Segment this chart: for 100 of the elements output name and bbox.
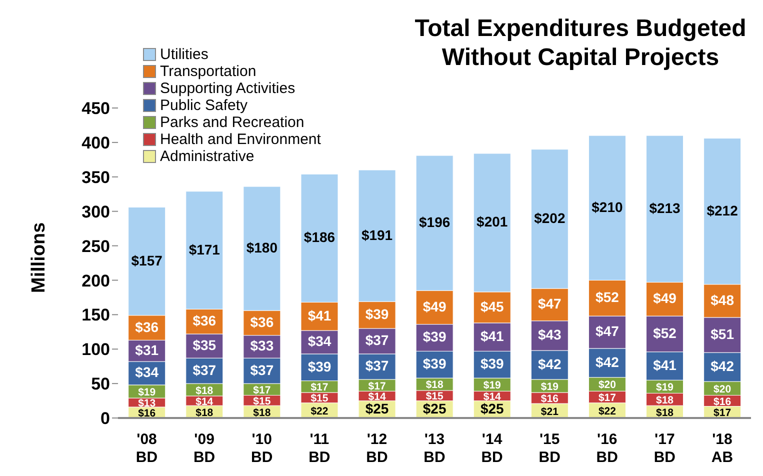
data-label: $49: [653, 290, 677, 306]
y-tick-label: 450: [82, 99, 110, 118]
data-label: $39: [365, 306, 389, 322]
data-label: $171: [188, 241, 220, 258]
data-label: $19: [483, 380, 502, 392]
data-label: $18: [253, 406, 271, 419]
data-label: $17: [368, 380, 386, 392]
x-tick-label: '10 BD: [251, 431, 273, 466]
data-label: $36: [135, 318, 159, 335]
data-label: $16: [138, 407, 156, 420]
data-label: $41: [308, 307, 332, 324]
y-tick-label: 200: [82, 271, 110, 290]
data-label: $201: [476, 214, 508, 230]
data-label: $17: [714, 407, 732, 420]
data-label: $191: [361, 226, 393, 243]
x-tick-label: '08 BD: [136, 431, 158, 466]
legend-label: Administrative: [160, 148, 254, 165]
data-label: $47: [538, 296, 562, 312]
data-label: $19: [540, 380, 559, 393]
data-label: $39: [422, 328, 446, 345]
y-axis-title: Millions: [28, 222, 50, 293]
data-label: $22: [598, 405, 616, 418]
data-label: $51: [710, 326, 734, 342]
y-tick-label: 400: [82, 133, 110, 152]
legend-label: Transportation: [160, 63, 256, 80]
data-label: $14: [368, 390, 386, 403]
data-label: $37: [365, 358, 389, 374]
data-label: $39: [308, 358, 332, 374]
data-label: $17: [598, 392, 616, 404]
data-label: $31: [135, 342, 159, 358]
data-label: $45: [480, 298, 504, 314]
data-label: $41: [480, 328, 504, 344]
data-label: $157: [131, 252, 163, 268]
data-label: $17: [253, 384, 271, 396]
legend-label: Supporting Activities: [160, 80, 296, 97]
data-label: $25: [422, 400, 446, 416]
data-label: $202: [534, 210, 566, 226]
legend-label: Parks and Recreation: [160, 114, 304, 131]
data-label: $20: [714, 383, 732, 396]
data-label: $42: [538, 356, 562, 372]
data-label: $49: [422, 298, 446, 314]
data-label: $15: [426, 390, 444, 403]
data-label: $15: [310, 392, 328, 405]
legend-label: Health and Environment: [160, 131, 321, 148]
data-label: $47: [596, 323, 620, 340]
y-tick-label: 300: [82, 202, 110, 222]
data-label: $37: [365, 332, 389, 348]
data-label: $22: [310, 405, 328, 418]
data-label: $196: [419, 214, 450, 230]
data-label: $14: [196, 396, 214, 408]
y-tick-label: 0: [100, 409, 110, 428]
data-label: $52: [653, 324, 677, 341]
data-label: $39: [480, 356, 504, 372]
x-tick-label: '13 BD: [424, 431, 446, 466]
legend-label: Utilities: [160, 46, 208, 63]
data-label: $18: [656, 406, 674, 419]
data-label: $17: [310, 382, 328, 394]
x-tick-label: '18 AB: [711, 431, 734, 466]
data-label: $20: [598, 379, 616, 392]
data-label: $34: [135, 364, 159, 380]
data-label: $13: [138, 398, 156, 410]
data-label: $18: [656, 394, 674, 406]
legend-label: Public Safety: [160, 97, 248, 114]
data-label: $14: [483, 390, 502, 403]
data-label: $43: [538, 326, 562, 343]
x-tick-label: '12 BD: [366, 431, 388, 466]
data-label: $19: [656, 382, 674, 394]
x-tick-label: '11 BD: [308, 431, 330, 466]
data-label: $42: [596, 354, 620, 370]
data-label: $36: [250, 314, 274, 330]
x-tick-label: '14 BD: [481, 431, 504, 466]
data-label: $18: [196, 406, 214, 419]
data-label: $212: [706, 202, 738, 218]
y-tick-label: 350: [82, 168, 110, 187]
x-tick-label: '17 BD: [654, 431, 676, 466]
data-label: $34: [308, 333, 332, 350]
data-label: $35: [192, 337, 216, 354]
x-tick-label: '15 BD: [538, 431, 561, 466]
data-label: $42: [710, 358, 734, 374]
x-tick-label: '16 BD: [596, 431, 618, 466]
data-label: $210: [592, 198, 623, 215]
data-label: $48: [710, 292, 734, 308]
data-label: $36: [192, 312, 216, 329]
data-label: $16: [714, 396, 732, 408]
data-label: $213: [649, 200, 681, 216]
data-label: $15: [253, 395, 271, 408]
data-label: $33: [250, 338, 274, 354]
data-label: $180: [246, 240, 278, 256]
data-label: $37: [250, 362, 274, 378]
data-label: $25: [365, 400, 389, 416]
data-label: $186: [304, 229, 336, 246]
data-label: $21: [540, 406, 559, 418]
y-tick-label: 250: [82, 236, 110, 256]
data-label: $39: [422, 356, 446, 372]
data-label: $18: [426, 379, 444, 392]
data-label: $41: [653, 356, 677, 373]
y-tick-label: 50: [91, 374, 110, 394]
y-tick-label: 150: [82, 306, 110, 325]
y-tick-label: 100: [82, 340, 110, 360]
data-label: $18: [196, 384, 214, 397]
